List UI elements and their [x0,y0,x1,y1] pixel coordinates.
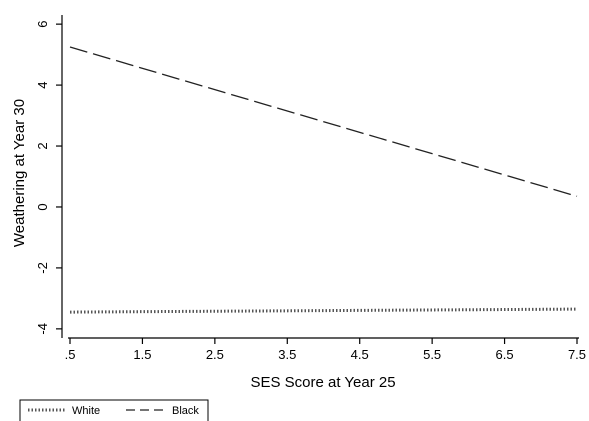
legend: White Black [19,399,209,421]
x-tick-label: 1.5 [133,347,151,362]
plot-area [69,46,578,314]
legend-label-black: Black [172,405,199,417]
legend-box [19,399,209,421]
y-tick-label: 4 [35,81,50,88]
y-tick-label: -4 [35,323,50,335]
x-tick-label: 6.5 [496,347,514,362]
x-tick-label: 2.5 [206,347,224,362]
y-axis-title: Weathering at Year 30 [11,99,28,247]
series-line-black [69,46,578,197]
x-tick-label: .5 [65,347,76,362]
x-tick-label: 3.5 [278,347,296,362]
y-tick-label: 0 [35,203,50,210]
y-tick-label: 2 [35,142,50,149]
x-axis-title: SES Score at Year 25 [250,374,395,391]
axes: .5 1.5 2.5 3.5 4.5 5.5 6.5 7.5 -4 -2 0 2 4 6 [35,15,586,362]
legend-label-white: White [72,405,100,417]
y-tick-label: -2 [35,262,50,274]
series-line-white [69,307,578,314]
x-tick-label: 5.5 [423,347,441,362]
x-tick-label: 7.5 [568,347,586,362]
y-tick-label: 6 [35,21,50,28]
x-tick-label: 4.5 [351,347,369,362]
